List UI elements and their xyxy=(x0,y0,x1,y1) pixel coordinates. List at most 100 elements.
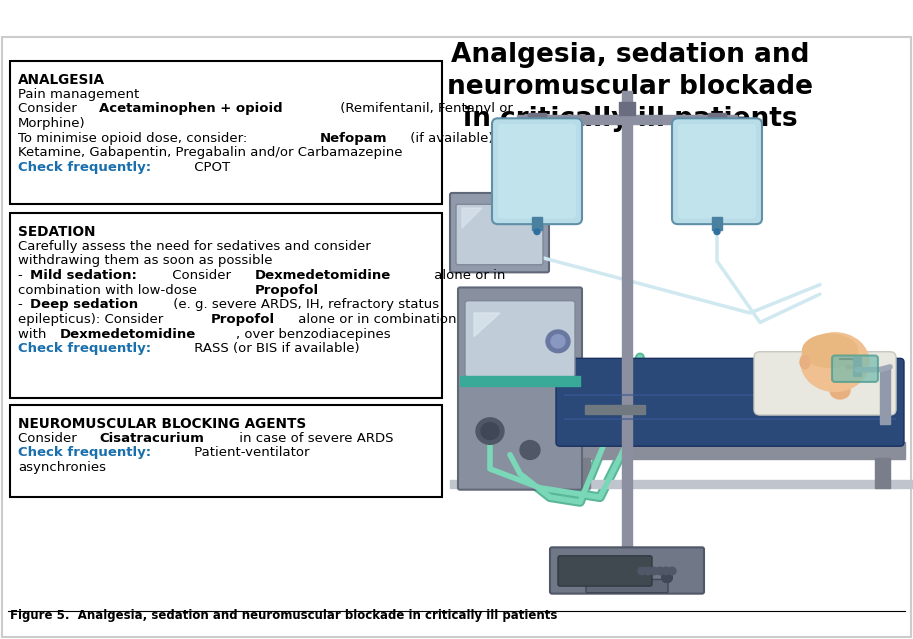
Text: asynchronies: asynchronies xyxy=(18,461,106,474)
Text: Deep sedation: Deep sedation xyxy=(29,298,138,311)
Text: Cisatracurium: Cisatracurium xyxy=(100,431,205,445)
Bar xyxy=(880,367,890,424)
Text: Check frequently:: Check frequently: xyxy=(18,343,152,355)
Bar xyxy=(575,458,590,488)
Bar xyxy=(528,112,546,124)
Circle shape xyxy=(662,567,670,574)
Text: Nefopam: Nefopam xyxy=(320,132,387,144)
Text: epilepticus): Consider: epilepticus): Consider xyxy=(18,313,167,326)
Bar xyxy=(619,102,635,116)
Circle shape xyxy=(534,229,540,235)
FancyBboxPatch shape xyxy=(10,61,442,204)
Ellipse shape xyxy=(830,382,850,399)
Bar xyxy=(853,357,861,376)
Bar xyxy=(585,404,645,414)
Bar xyxy=(622,91,632,582)
Circle shape xyxy=(520,440,540,459)
Text: Morphine): Morphine) xyxy=(18,117,86,130)
Text: SEDATION: SEDATION xyxy=(18,225,96,239)
Ellipse shape xyxy=(801,333,869,392)
Circle shape xyxy=(638,567,646,574)
Bar xyxy=(450,481,913,488)
Circle shape xyxy=(662,573,672,582)
Bar xyxy=(532,217,542,230)
Text: Carefully assess the need for sedatives and consider: Carefully assess the need for sedatives … xyxy=(18,240,371,253)
Bar xyxy=(708,112,726,124)
Text: in case of severe ARDS: in case of severe ARDS xyxy=(235,431,394,445)
Bar xyxy=(555,442,905,459)
Text: Propofol: Propofol xyxy=(255,284,319,296)
Bar xyxy=(712,217,722,230)
Text: (e. g. severe ARDS, IH, refractory status: (e. g. severe ARDS, IH, refractory statu… xyxy=(169,298,439,311)
Circle shape xyxy=(668,567,676,574)
Text: with: with xyxy=(18,328,50,341)
Ellipse shape xyxy=(800,355,810,369)
Text: combination with low-dose: combination with low-dose xyxy=(18,284,201,296)
Polygon shape xyxy=(462,208,482,228)
Circle shape xyxy=(662,573,672,582)
Text: Propofol: Propofol xyxy=(211,313,275,326)
FancyBboxPatch shape xyxy=(458,288,582,489)
Polygon shape xyxy=(474,313,500,337)
FancyBboxPatch shape xyxy=(672,118,762,224)
FancyBboxPatch shape xyxy=(754,351,896,415)
Text: Dexmedetomidine: Dexmedetomidine xyxy=(255,269,391,282)
FancyBboxPatch shape xyxy=(678,124,756,219)
FancyBboxPatch shape xyxy=(832,355,878,382)
Text: Dexmedetomidine: Dexmedetomidine xyxy=(60,328,196,341)
Text: alone or in combination: alone or in combination xyxy=(294,313,456,326)
Circle shape xyxy=(662,573,672,582)
FancyBboxPatch shape xyxy=(558,556,652,586)
Bar xyxy=(875,458,890,488)
Ellipse shape xyxy=(846,365,852,369)
Text: Consider: Consider xyxy=(167,269,235,282)
Circle shape xyxy=(656,567,664,574)
Text: Analgesia, sedation and
neuromuscular blockade
in critically ill patients: Analgesia, sedation and neuromuscular bl… xyxy=(447,42,813,132)
Circle shape xyxy=(551,335,565,348)
Text: NEUROMUSCULAR BLOCKING AGENTS: NEUROMUSCULAR BLOCKING AGENTS xyxy=(18,417,306,431)
Text: Consider: Consider xyxy=(18,431,81,445)
Text: (Remifentanil, Fentanyl or: (Remifentanil, Fentanyl or xyxy=(336,102,513,115)
Text: Mild sedation:: Mild sedation: xyxy=(29,269,136,282)
Circle shape xyxy=(546,330,570,353)
Text: -: - xyxy=(18,269,27,282)
FancyBboxPatch shape xyxy=(550,548,704,594)
FancyBboxPatch shape xyxy=(10,404,442,497)
Bar xyxy=(460,376,580,386)
FancyBboxPatch shape xyxy=(556,358,904,446)
Text: Acetaminophen + opioid: Acetaminophen + opioid xyxy=(100,102,283,115)
Circle shape xyxy=(650,567,658,574)
Bar xyxy=(517,116,737,124)
Text: , over benzodiacepines: , over benzodiacepines xyxy=(236,328,391,341)
FancyBboxPatch shape xyxy=(465,301,575,377)
Text: To minimise opioid dose, consider:: To minimise opioid dose, consider: xyxy=(18,132,251,144)
Text: ANALGESIA: ANALGESIA xyxy=(18,73,105,87)
Text: Patient-ventilator: Patient-ventilator xyxy=(190,446,310,459)
Text: RASS (or BIS if available): RASS (or BIS if available) xyxy=(190,343,360,355)
Ellipse shape xyxy=(803,334,857,367)
Text: CPOT: CPOT xyxy=(190,161,230,174)
FancyBboxPatch shape xyxy=(10,213,442,398)
FancyBboxPatch shape xyxy=(450,193,549,272)
Circle shape xyxy=(476,418,504,444)
FancyBboxPatch shape xyxy=(456,204,543,265)
Text: (if available),: (if available), xyxy=(406,132,498,144)
FancyBboxPatch shape xyxy=(586,580,668,593)
Circle shape xyxy=(662,573,672,582)
Text: Pain management: Pain management xyxy=(18,88,140,100)
FancyBboxPatch shape xyxy=(498,124,576,219)
Text: Figure 5.  Analgesia, sedation and neuromuscular blockade in critically ill pati: Figure 5. Analgesia, sedation and neurom… xyxy=(10,609,557,622)
Circle shape xyxy=(714,229,720,235)
Text: Ketamine, Gabapentin, Pregabalin and/or Carbamazepine: Ketamine, Gabapentin, Pregabalin and/or … xyxy=(18,146,403,159)
Text: Check frequently:: Check frequently: xyxy=(18,161,152,174)
Text: withdrawing them as soon as possible: withdrawing them as soon as possible xyxy=(18,254,272,267)
Text: alone or in: alone or in xyxy=(430,269,506,282)
Circle shape xyxy=(644,567,652,574)
FancyBboxPatch shape xyxy=(492,118,582,224)
Text: Check frequently:: Check frequently: xyxy=(18,446,152,459)
Circle shape xyxy=(662,573,672,582)
Circle shape xyxy=(481,422,499,440)
Text: -: - xyxy=(18,298,27,311)
Text: Consider: Consider xyxy=(18,102,81,115)
Circle shape xyxy=(662,573,672,582)
